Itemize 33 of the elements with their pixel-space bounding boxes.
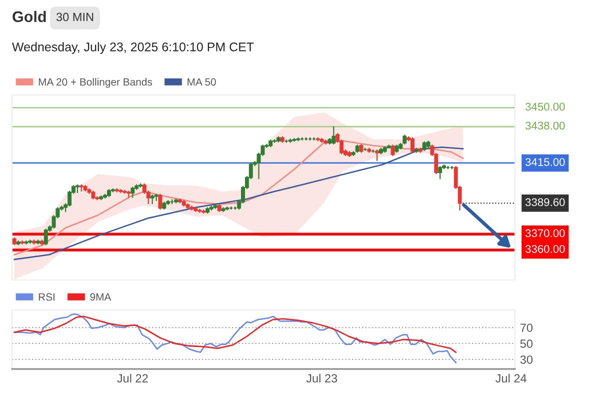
legend-label: MA 50 bbox=[188, 78, 216, 86]
line-series bbox=[14, 313, 457, 364]
candlestick bbox=[44, 228, 48, 246]
legend-label: MA 20 + Bollinger Bands bbox=[38, 78, 152, 88]
chart-title: Gold bbox=[12, 10, 46, 22]
ref-line-label: 3370.00 bbox=[525, 229, 565, 238]
x-tick-label: Jul 22 bbox=[117, 374, 148, 383]
chart-subtitle: Wednesday, July 23, 2025 6:10:10 PM CET bbox=[12, 42, 254, 54]
candlestick bbox=[438, 165, 442, 180]
candlestick bbox=[390, 144, 395, 157]
y-tick-label: 70 bbox=[520, 324, 533, 332]
ref-line-label: 3360.00 bbox=[525, 245, 565, 253]
y-tick-label: 30 bbox=[520, 355, 533, 364]
x-tick-label: Jul 23 bbox=[306, 374, 338, 383]
candlestick bbox=[130, 186, 135, 198]
legend-label: RSI bbox=[38, 293, 54, 301]
candlestick bbox=[375, 148, 380, 162]
candlestick bbox=[150, 194, 154, 205]
text: 30 MIN bbox=[56, 12, 94, 22]
ref-line-label: 3389.60 bbox=[525, 198, 565, 206]
y-tick-label: 50 bbox=[520, 340, 533, 348]
ref-line-label: 3438.00 bbox=[525, 122, 565, 130]
candlestick bbox=[154, 193, 158, 202]
candlestick bbox=[402, 134, 407, 146]
candlestick bbox=[422, 140, 426, 152]
candlestick bbox=[158, 193, 162, 210]
line-series bbox=[14, 316, 457, 353]
legend-label: 9MA bbox=[90, 293, 112, 301]
ref-line-label: 3450.00 bbox=[525, 102, 565, 111]
candlestick bbox=[332, 126, 336, 146]
ref-line-label: 3415.00 bbox=[525, 158, 565, 166]
x-tick-label: Jul 24 bbox=[495, 374, 526, 383]
candlestick bbox=[410, 136, 414, 154]
